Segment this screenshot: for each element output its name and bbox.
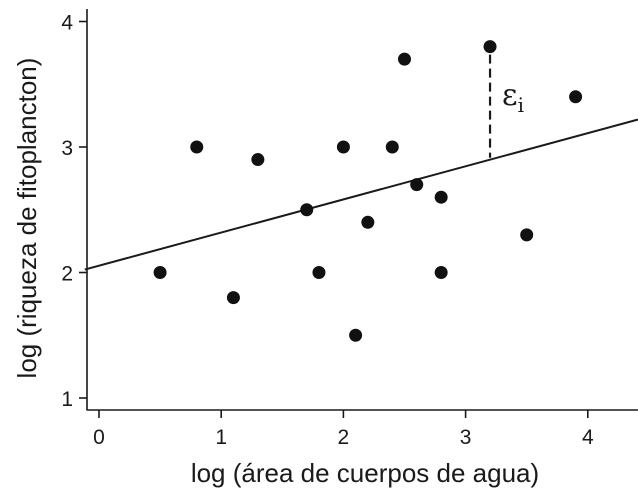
data-point (569, 90, 583, 104)
regression-line-group (84, 118, 638, 271)
data-point (398, 52, 411, 66)
data-point (361, 215, 375, 229)
y-tick-label: 1 (61, 388, 73, 411)
regression-line (84, 118, 638, 271)
data-point (312, 266, 326, 279)
data-point (190, 140, 204, 154)
data-point (251, 153, 265, 167)
residual-subscript: i (518, 93, 524, 117)
data-point (483, 40, 497, 54)
x-tick-label: 4 (582, 426, 594, 449)
x-tick-label: 3 (460, 426, 472, 449)
residual-group: εi (488, 54, 524, 158)
data-point (300, 203, 314, 217)
y-tick-label: 4 (61, 12, 73, 35)
residual-label: εi (502, 78, 524, 117)
data-point (520, 228, 534, 242)
residual-symbol: ε (502, 78, 518, 113)
x-tick-label: 1 (215, 426, 227, 449)
points-group (153, 40, 583, 342)
data-point (434, 190, 448, 204)
y-tick-label: 3 (61, 137, 73, 160)
y-axis-title: log (riqueza de fitoplancton) (12, 58, 42, 379)
x-axis-title: log (área de cuerpos de agua) (191, 458, 539, 488)
x-tick-label: 0 (93, 426, 105, 449)
data-point (336, 140, 350, 154)
data-point (410, 178, 424, 192)
data-point (153, 266, 167, 279)
y-tick-label: 2 (61, 263, 73, 286)
data-point (349, 328, 363, 342)
data-point (226, 291, 240, 305)
data-point (385, 140, 399, 154)
x-tick-label: 2 (338, 426, 350, 449)
data-point (434, 266, 448, 279)
